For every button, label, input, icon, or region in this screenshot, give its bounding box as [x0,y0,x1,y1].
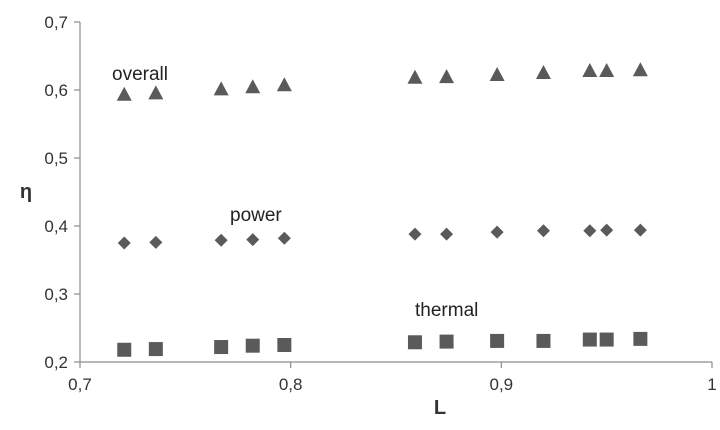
thermal-point [214,340,229,355]
y-tick-label: 0,5 [44,149,68,168]
power-point [440,227,454,241]
power-point [536,224,550,238]
power-point [214,233,228,247]
x-axis-title: L [434,397,446,419]
y-axis-ticks: 0,2 0,3 0,4 0,5 0,6 0,7 [44,13,80,372]
power-point [633,223,647,237]
overall-point [148,85,164,100]
thermal-annotation: thermal [415,300,478,321]
thermal-point [245,338,260,353]
x-tick-label: 1 [707,375,716,394]
overall-point [245,79,261,94]
y-tick-label: 0,6 [44,81,68,100]
power-point [277,231,291,245]
overall-point [582,62,598,77]
power-point [600,223,614,237]
overall-point [489,67,505,82]
overall-point [213,81,229,96]
overall-point [116,86,132,101]
thermal-point [599,332,614,347]
thermal-point [148,342,163,357]
overall-annotation: overall [112,64,168,85]
y-tick-label: 0,7 [44,13,68,32]
thermal-point [407,335,422,350]
power-point [408,227,422,241]
x-tick-label: 0,9 [490,375,514,394]
power-point [149,235,163,249]
series-annotations: overall power thermal [112,64,478,321]
thermal-point [536,333,551,348]
thermal-point [633,331,648,346]
y-tick-label: 0,4 [44,217,68,236]
overall-point [276,77,292,92]
power-point [490,225,504,239]
power-point [246,233,260,247]
overall-point [535,65,551,79]
power-annotation: power [230,205,282,226]
power-point [583,224,597,238]
thermal-point [439,334,454,349]
overall-point [439,69,455,84]
overall-point [599,62,615,77]
y-axis-title: η [20,181,32,203]
thermal-point [277,338,292,352]
thermal-point [490,333,505,348]
x-axis-ticks: 0,7 0,8 0,9 1 [68,362,717,394]
thermal-point [117,342,132,357]
data-marks [116,62,648,357]
y-tick-label: 0,2 [44,353,68,372]
power-point [117,236,131,250]
overall-point [407,69,423,84]
x-tick-label: 0,8 [279,375,303,394]
axes [79,22,712,363]
overall-point [632,62,648,77]
thermal-point [582,332,597,347]
x-tick-label: 0,7 [68,375,92,394]
y-tick-label: 0,3 [44,285,68,304]
